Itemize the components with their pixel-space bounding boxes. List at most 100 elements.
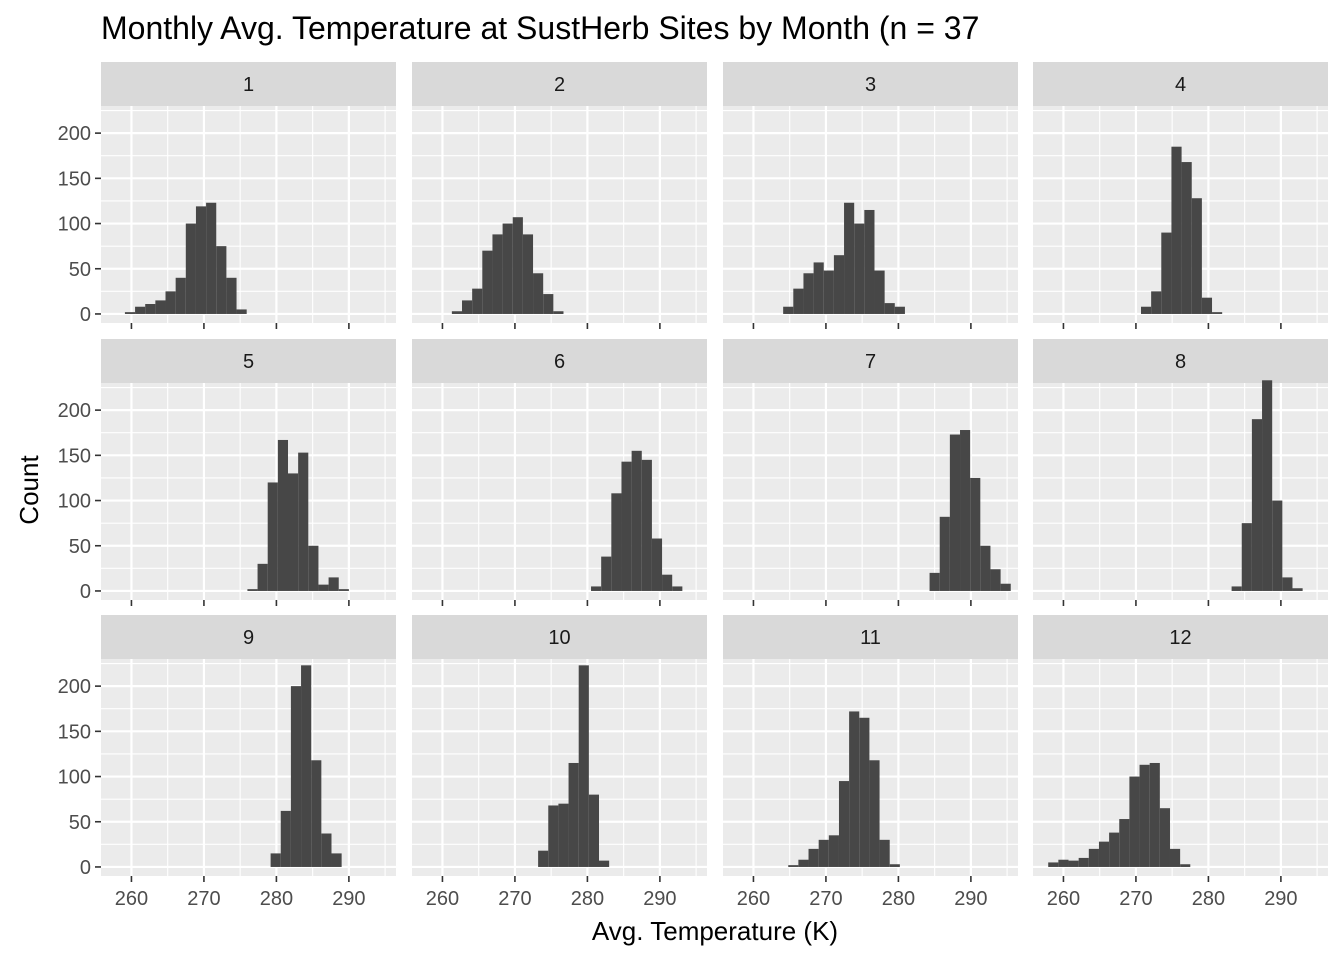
histogram-bar xyxy=(793,288,804,314)
histogram-bar xyxy=(1201,297,1213,314)
histogram-bar xyxy=(1000,583,1011,591)
facet-strip-label: 1 xyxy=(243,74,254,96)
histogram-bar xyxy=(1129,776,1140,867)
histogram-bar xyxy=(288,473,299,591)
histogram-bar xyxy=(301,665,312,867)
histogram-bar xyxy=(522,234,534,314)
x-tick-label: 280 xyxy=(260,888,293,910)
y-tick-label: 200 xyxy=(58,123,91,145)
histogram-bar xyxy=(1282,577,1293,591)
histogram-bar xyxy=(798,859,809,867)
facet-strip xyxy=(1033,615,1328,659)
facet-panel: 4 xyxy=(1033,62,1328,329)
facet-strip xyxy=(723,615,1018,659)
histogram-bar xyxy=(1139,764,1150,867)
histogram-bar xyxy=(588,794,600,867)
histogram-bar xyxy=(512,217,523,314)
histogram-bar xyxy=(328,577,339,591)
x-tick-label: 290 xyxy=(332,888,365,910)
facet-panel: 8 xyxy=(1033,339,1328,606)
histogram-bar xyxy=(280,810,291,867)
histogram-bar xyxy=(185,223,196,314)
histogram-bar xyxy=(1140,306,1152,314)
y-tick-label: 100 xyxy=(58,214,91,236)
x-axis-label: Avg. Temperature (K) xyxy=(592,916,838,946)
histogram-bar xyxy=(1098,841,1110,867)
y-tick-label: 200 xyxy=(58,676,91,698)
histogram-bar xyxy=(1169,848,1181,867)
histogram-bar xyxy=(662,574,673,591)
y-tick-label: 0 xyxy=(80,304,91,326)
facet-panel: 2 xyxy=(412,62,707,329)
histogram-bar xyxy=(894,306,905,314)
histogram-bar xyxy=(591,586,602,591)
histogram-bar xyxy=(884,303,895,314)
facet-strip xyxy=(412,339,707,383)
histogram-bar xyxy=(257,563,268,591)
x-tick-label: 270 xyxy=(498,888,531,910)
histogram-bar xyxy=(803,273,814,314)
histogram-bar xyxy=(533,273,544,314)
histogram-bar xyxy=(543,294,554,314)
facet-strip xyxy=(723,62,1018,106)
histogram-bar xyxy=(482,250,493,314)
histogram-bar xyxy=(1262,380,1273,591)
histogram-bar xyxy=(939,516,950,591)
histogram-bar xyxy=(124,312,136,314)
y-tick-label: 50 xyxy=(69,812,91,834)
histogram-bar xyxy=(318,584,329,591)
histogram-bar xyxy=(879,839,890,867)
facet-strip xyxy=(412,62,707,106)
histogram-bar xyxy=(308,545,319,591)
histogram-bar xyxy=(175,277,186,314)
histogram-bar xyxy=(844,202,855,314)
histogram-bar xyxy=(813,262,824,314)
histogram-bar xyxy=(651,538,663,591)
y-tick-label: 0 xyxy=(80,581,91,603)
histogram-bar xyxy=(854,223,865,314)
histogram-bar xyxy=(1058,859,1069,867)
histogram-bar xyxy=(311,760,322,867)
x-tick-label: 270 xyxy=(809,888,842,910)
histogram-bar xyxy=(290,686,302,867)
facet-strip-label: 9 xyxy=(243,627,254,649)
panel-background xyxy=(412,106,707,323)
x-tick-label: 270 xyxy=(187,888,220,910)
histogram-bar xyxy=(451,311,463,314)
facet-strip-label: 6 xyxy=(554,351,565,373)
histogram-bar xyxy=(1241,523,1252,591)
histogram-bar xyxy=(788,865,799,867)
histogram-bar xyxy=(823,270,834,314)
histogram-bar xyxy=(568,762,579,867)
facet-strip-label: 4 xyxy=(1175,74,1186,96)
facet-strip-label: 11 xyxy=(860,627,881,649)
histogram-bar xyxy=(864,209,875,314)
x-tick-label: 260 xyxy=(1047,888,1080,910)
facet-panel: 6 xyxy=(412,339,707,606)
histogram-bar xyxy=(145,304,156,314)
histogram-bar xyxy=(641,459,652,591)
facet-strip xyxy=(101,62,396,106)
panel-background xyxy=(1033,659,1328,876)
facet-strip-label: 5 xyxy=(243,351,254,373)
histogram-bar xyxy=(277,439,289,591)
histogram-bar xyxy=(553,311,564,314)
facet-strip-label: 10 xyxy=(548,627,570,649)
y-tick-label: 50 xyxy=(69,536,91,558)
facet-strip-label: 2 xyxy=(554,74,565,96)
histogram-bar xyxy=(1149,762,1160,867)
histogram-bar xyxy=(1048,862,1059,867)
facet-panel: 7 xyxy=(723,339,1018,606)
histogram-bar xyxy=(195,206,207,314)
histogram-bar xyxy=(338,589,349,591)
x-tick-label: 280 xyxy=(1192,888,1225,910)
histogram-bar xyxy=(165,291,176,314)
histogram-bar xyxy=(1272,500,1283,591)
x-tick-label: 290 xyxy=(1264,888,1297,910)
histogram-bar xyxy=(1088,848,1099,867)
facet-strip-label: 8 xyxy=(1175,351,1186,373)
panel-background xyxy=(412,383,707,600)
panel-background xyxy=(101,383,396,600)
